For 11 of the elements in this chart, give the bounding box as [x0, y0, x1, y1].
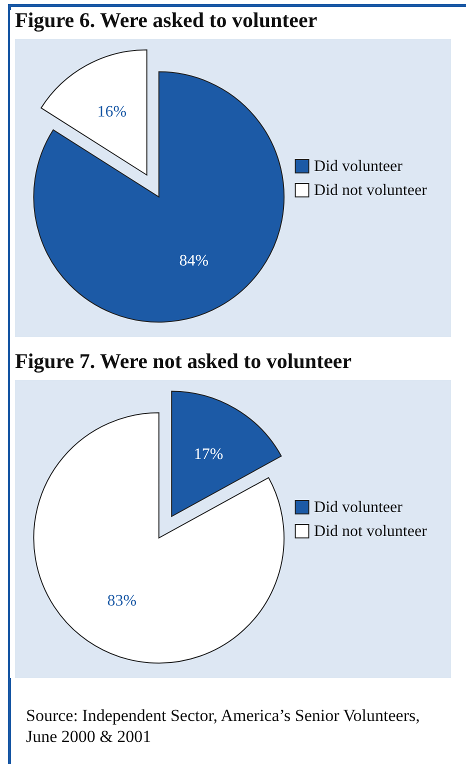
source-note: Source: Independent Sector, America’s Senior Volunteers, June 2000 & 2001 — [26, 705, 421, 747]
data-label: 16% — [97, 103, 127, 120]
legend-label: Did not volunteer — [314, 523, 428, 540]
chart-title: Figure 6. Were asked to volunteer — [15, 8, 318, 32]
legend-label: Did not volunteer — [314, 182, 428, 200]
chart-title: Figure 7. Were not asked to volunteer — [15, 349, 352, 373]
data-label: 84% — [179, 252, 209, 270]
data-label: 83% — [107, 592, 137, 610]
data-label: 17% — [194, 446, 224, 463]
legend-label: Did volunteer — [314, 499, 404, 516]
legend-label: Did volunteer — [314, 158, 404, 176]
